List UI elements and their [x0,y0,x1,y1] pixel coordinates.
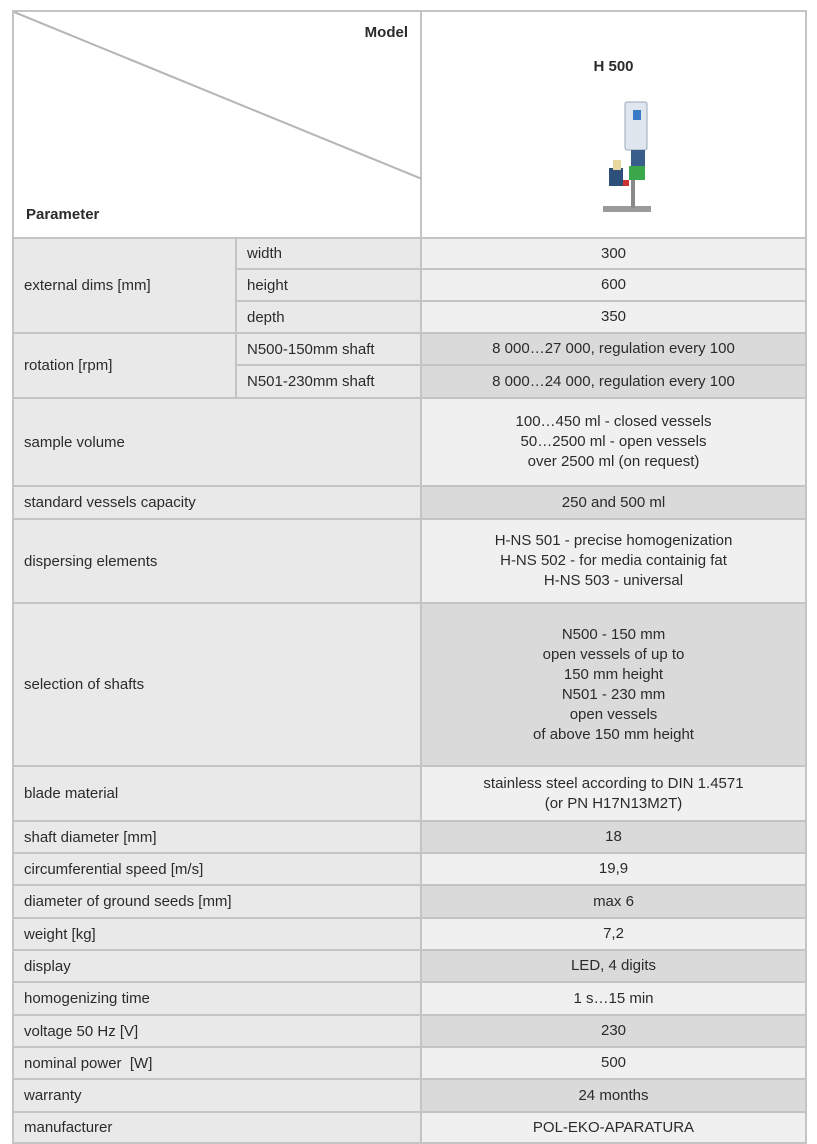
row: circumferential speed [m/s] 19,9 [13,853,806,885]
value-line: H-NS 501 - precise homogenization [432,531,795,551]
value-line: LED, 4 digits [432,956,795,976]
value-cell: 19,9 [421,853,806,885]
row: warranty 24 months [13,1079,806,1112]
product-image [595,98,665,216]
row: standard vessels capacity 250 and 500 ml [13,486,806,519]
value-line: 350 [432,307,795,327]
model-name: H 500 [432,58,795,75]
value-line: over 2500 ml (on request) [432,452,795,472]
parameter-cell: dispersing elements [13,519,421,603]
value-line: N500 - 150 mm [432,625,795,645]
value-cell: 230 [421,1015,806,1047]
value-line: 24 months [432,1086,795,1106]
parameter-cell: display [13,950,421,982]
value-cell: 600 [421,269,806,301]
value-line: 500 [432,1053,795,1073]
value-line: N501 - 230 mm [432,685,795,705]
sub-parameter-cell: N500-150mm shaft [236,333,421,365]
sub-parameter-cell: height [236,269,421,301]
parameter-cell: rotation [rpm] [13,333,236,398]
row: weight [kg] 7,2 [13,918,806,950]
parameter-cell: manufacturer [13,1112,421,1143]
row: nominal power [W] 500 [13,1047,806,1079]
sub-parameter-cell: depth [236,301,421,333]
header-row: Model Parameter H 500 [13,11,806,238]
value-line: 300 [432,244,795,264]
row: shaft diameter [mm] 18 [13,821,806,853]
row: homogenizing time 1 s…15 min [13,982,806,1015]
diagonal [14,12,422,179]
value-cell: LED, 4 digits [421,950,806,982]
value-line: 18 [432,827,795,847]
value-cell: max 6 [421,885,806,918]
value-cell: 18 [421,821,806,853]
row: display LED, 4 digits [13,950,806,982]
value-cell: stainless steel according to DIN 1.4571(… [421,766,806,821]
value-line: open vessels of up to [432,645,795,665]
row: diameter of ground seeds [mm] max 6 [13,885,806,918]
value-cell: 7,2 [421,918,806,950]
value-line: H-NS 503 - universal [432,571,795,591]
value-line: H-NS 502 - for media containig fat [432,551,795,571]
model-cell: H 500 [421,11,806,238]
value-line: 150 mm height [432,665,795,685]
parameter-cell: sample volume [13,398,421,486]
value-line: 230 [432,1021,795,1041]
parameter-cell: blade material [13,766,421,821]
value-line: 8 000…27 000, regulation every 100 [432,339,795,359]
value-line: stainless steel according to DIN 1.4571 [432,774,795,794]
value-cell: 8 000…24 000, regulation every 100 [421,365,806,398]
parameter-cell: shaft diameter [mm] [13,821,421,853]
value-line: 1 s…15 min [432,989,795,1009]
header-corner: Model Parameter [13,11,421,238]
parameter-cell: voltage 50 Hz [V] [13,1015,421,1047]
parameter-cell: warranty [13,1079,421,1112]
value-line: open vessels [432,705,795,725]
value-line: of above 150 mm height [432,725,795,745]
page: Model Parameter H 500 external dims [mm [0,0,817,1088]
value-line: max 6 [432,892,795,912]
value-line: 600 [432,275,795,295]
parameter-cell: circumferential speed [m/s] [13,853,421,885]
parameter-cell: weight [kg] [13,918,421,950]
value-line: 100…450 ml - closed vessels [432,412,795,432]
value-line: POL-EKO-APARATURA [432,1118,795,1138]
value-line: (or PN H17N13M2T) [432,794,795,814]
spec-table: Model Parameter H 500 external dims [mm [12,10,807,1144]
parameter-cell: selection of shafts [13,603,421,766]
model-label: Model [365,24,408,41]
sub-parameter-cell: width [236,238,421,269]
value-cell: 500 [421,1047,806,1079]
parameter-cell: homogenizing time [13,982,421,1015]
value-cell: 250 and 500 ml [421,486,806,519]
parameter-cell: standard vessels capacity [13,486,421,519]
parameter-label: Parameter [26,206,99,223]
value-cell: POL-EKO-APARATURA [421,1112,806,1143]
parameter-cell: external dims [mm] [13,238,236,333]
value-line: 19,9 [432,859,795,879]
value-cell: 1 s…15 min [421,982,806,1015]
value-cell: 300 [421,238,806,269]
sub-parameter-cell: N501-230mm shaft [236,365,421,398]
parameter-cell: nominal power [W] [13,1047,421,1079]
value-cell: 350 [421,301,806,333]
value-cell: 24 months [421,1079,806,1112]
value-line: 8 000…24 000, regulation every 100 [432,372,795,392]
value-line: 250 and 500 ml [432,493,795,513]
row: voltage 50 Hz [V] 230 [13,1015,806,1047]
value-cell: 8 000…27 000, regulation every 100 [421,333,806,365]
row: manufacturer POL-EKO-APARATURA [13,1112,806,1143]
value-line: 7,2 [432,924,795,944]
value-line: 50…2500 ml - open vessels [432,432,795,452]
parameter-cell: diameter of ground seeds [mm] [13,885,421,918]
